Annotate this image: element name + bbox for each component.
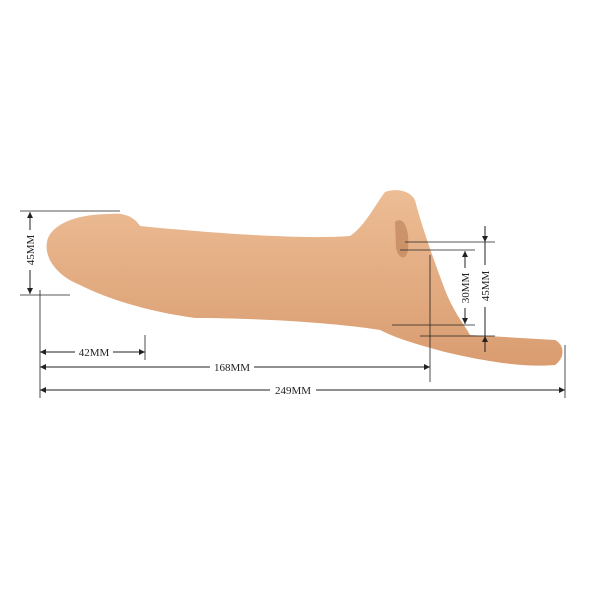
insertable-length-label: 168MM <box>214 362 250 374</box>
opening-inner-label: 30MM <box>460 273 472 304</box>
total-length-label: 249MM <box>275 385 311 397</box>
product-opening <box>395 220 409 258</box>
left-height-label: 45MM <box>25 235 37 266</box>
tip-length-label: 42MM <box>79 347 110 359</box>
product-body <box>46 190 563 366</box>
opening-outer-label: 45MM <box>480 271 492 302</box>
